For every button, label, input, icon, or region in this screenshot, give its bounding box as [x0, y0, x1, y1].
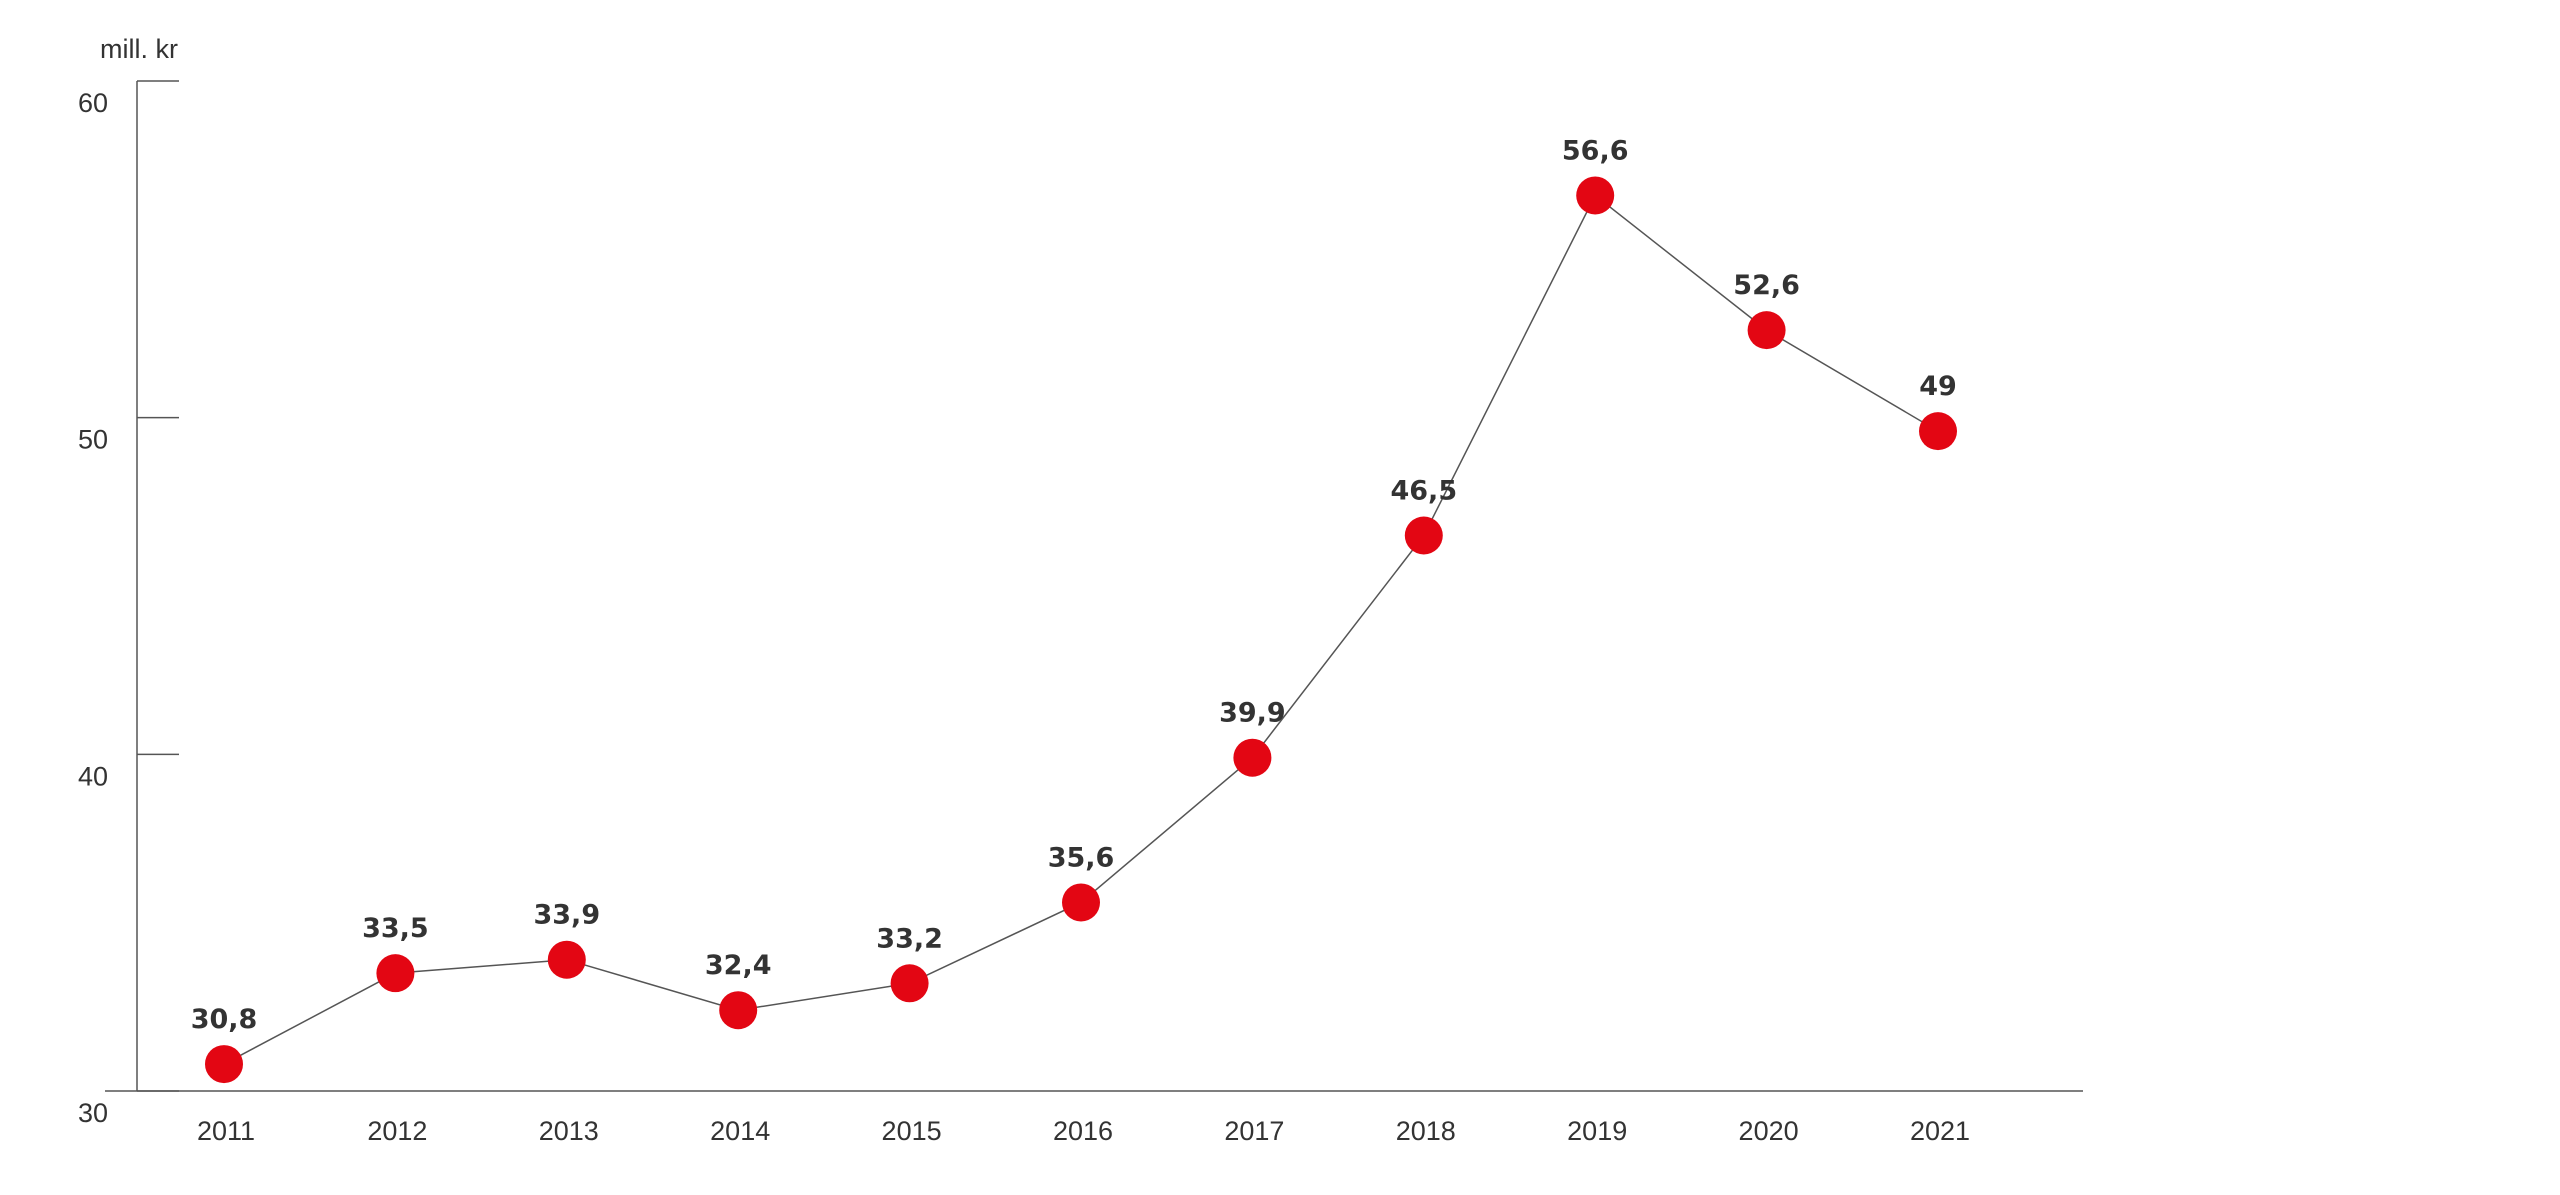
data-point: [1233, 738, 1272, 777]
x-tick-label: 2021: [1910, 1116, 1970, 1146]
data-point: [547, 940, 586, 979]
data-label: 49: [1919, 371, 1957, 402]
data-label: 52,6: [1733, 270, 1800, 301]
data-point: [890, 964, 929, 1003]
x-tick-label: 2014: [710, 1116, 770, 1146]
data-point: [1404, 516, 1443, 555]
data-label: 33,2: [876, 923, 943, 954]
data-point: [376, 954, 415, 993]
data-point: [719, 991, 758, 1030]
data-label: 39,9: [1219, 698, 1286, 729]
series: 30,8 33,5 33,9 32,4 33,2 35,6 39,9 46,5 56,6 52,6…: [191, 135, 1957, 1084]
data-point: [205, 1045, 243, 1084]
data-label: 30,8: [191, 1004, 258, 1035]
x-tick-label: 2011: [197, 1116, 255, 1146]
data-label: 33,5: [362, 913, 429, 944]
data-point: [1747, 311, 1786, 350]
y-axis-unit-label: mill. kr: [100, 34, 178, 64]
data-point: [1062, 883, 1100, 922]
y-tick-label: 40: [78, 761, 108, 791]
x-axis-ticks: 2011 2012 2013 2014 2015 2016 2017 2018 2019 2020…: [197, 1116, 1970, 1146]
x-tick-label: 2015: [882, 1116, 942, 1146]
x-tick-label: 2017: [1224, 1116, 1284, 1146]
data-point: [1576, 176, 1615, 215]
data-label: 32,4: [705, 950, 772, 981]
data-label: 56,6: [1562, 135, 1629, 166]
data-label: 46,5: [1390, 476, 1457, 507]
x-tick-label: 2013: [539, 1116, 599, 1146]
y-tick-label: 60: [78, 88, 108, 118]
data-label: 35,6: [1048, 842, 1115, 873]
data-label: 33,9: [533, 900, 600, 931]
y-axis-ticks: 30 40 50 60: [78, 80, 179, 1128]
x-tick-label: 2020: [1739, 1116, 1799, 1146]
axes: [105, 81, 2083, 1092]
series-line: [223, 194, 1939, 1065]
x-tick-label: 2019: [1567, 1116, 1627, 1146]
y-tick-label: 50: [78, 425, 108, 455]
data-point: [1919, 412, 1957, 451]
x-tick-label: 2016: [1053, 1116, 1113, 1146]
x-tick-label: 2012: [367, 1116, 427, 1146]
y-tick-label: 30: [78, 1098, 108, 1128]
x-tick-label: 2018: [1396, 1116, 1456, 1146]
